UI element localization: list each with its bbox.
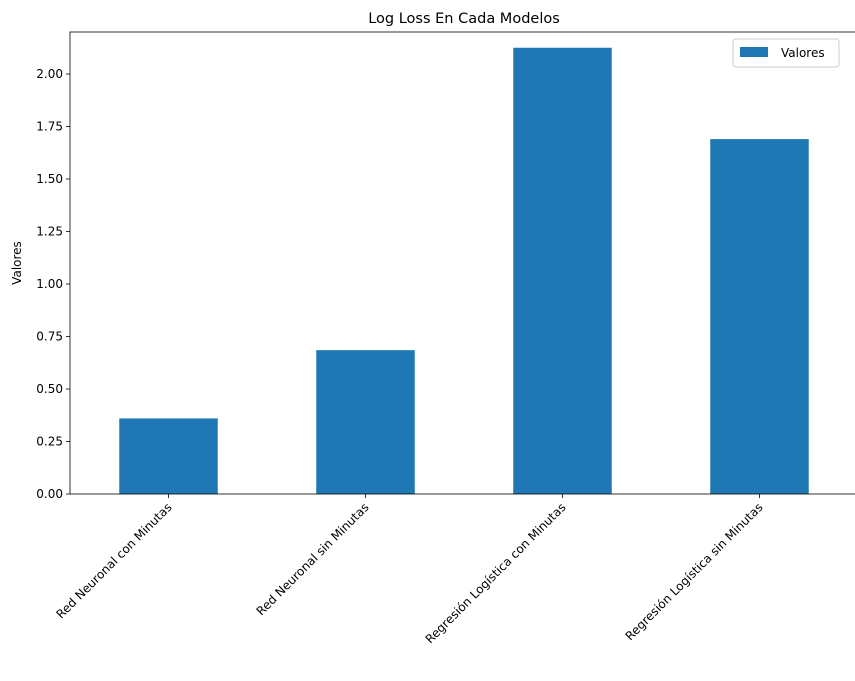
y-tick-label: 1.50	[36, 172, 63, 186]
x-tick-label: Red Neuronal sin Minutas	[254, 500, 372, 618]
bar-4	[710, 139, 809, 494]
legend: Valores	[732, 38, 840, 68]
y-tick-label: 0.25	[36, 435, 63, 449]
y-tick-label: 1.75	[36, 120, 63, 134]
bar-2	[316, 350, 415, 494]
chart-title: Log Loss En Cada Modelos	[368, 11, 560, 27]
x-axis: Red Neuronal con Minutas Red Neuronal sin…	[54, 494, 766, 646]
y-tick-label: 1.25	[36, 225, 63, 239]
bars-group	[119, 47, 809, 494]
y-tick-label: 0.00	[36, 487, 63, 501]
y-tick-label: 2.00	[36, 67, 63, 81]
legend-label: Valores	[781, 46, 825, 60]
x-tick-label: Regresión Logística con Minutas	[423, 500, 569, 646]
y-axis-label: Valores	[10, 241, 24, 285]
plot-frame	[69, 31, 855, 495]
x-tick-label: Red Neuronal con Minutas	[54, 500, 175, 621]
x-tick-label: Regresión Logística sin Minutas	[623, 500, 766, 643]
legend-box	[732, 38, 840, 68]
y-tick-label: 1.00	[36, 277, 63, 291]
legend-swatch	[740, 47, 768, 57]
y-tick-label: 0.75	[36, 330, 63, 344]
y-axis: 0.00 0.25 0.50 0.75 1.00 1.25 1.50 1.75 2.00	[36, 67, 70, 501]
y-tick-label: 0.50	[36, 382, 63, 396]
bar-1	[119, 418, 218, 494]
bar-3	[513, 47, 612, 494]
